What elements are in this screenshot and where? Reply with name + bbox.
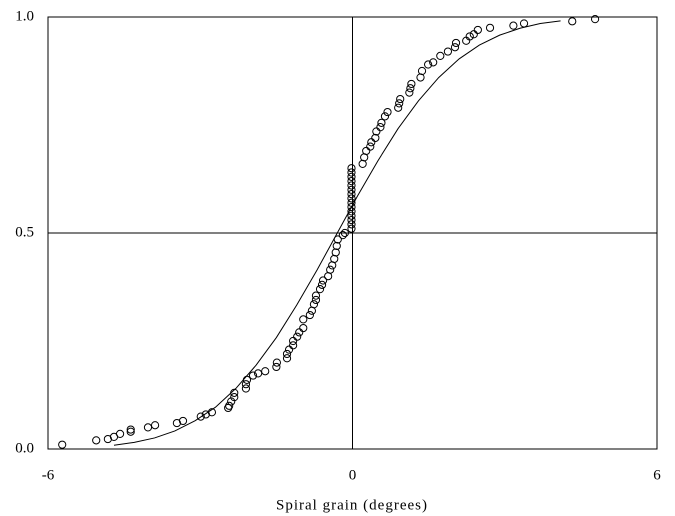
data-point — [282, 354, 292, 363]
data-point — [347, 220, 356, 229]
data-point — [150, 421, 160, 430]
data-point — [293, 332, 302, 341]
data-point — [318, 276, 328, 285]
data-point — [473, 25, 482, 35]
data-point — [394, 103, 403, 112]
data-point — [372, 127, 381, 136]
data-point — [340, 228, 349, 238]
x-tick-label: 0 — [349, 467, 357, 483]
x-tick-label: -6 — [42, 467, 55, 483]
data-point — [347, 181, 356, 190]
data-point — [347, 194, 356, 203]
data-point — [406, 84, 415, 93]
data-point — [347, 185, 356, 194]
data-point — [241, 380, 251, 389]
x-axis-label: Spiral grain (degrees) — [276, 497, 428, 513]
data-point — [299, 323, 308, 333]
data-point — [395, 99, 404, 108]
data-point — [568, 17, 577, 26]
data-point — [485, 23, 495, 32]
data-point — [347, 211, 356, 220]
data-point — [396, 94, 405, 104]
data-point — [317, 280, 327, 289]
data-point — [282, 349, 292, 359]
data-point — [311, 291, 321, 300]
data-point — [424, 60, 433, 69]
data-point — [347, 177, 356, 186]
y-tick-label: 0.0 — [15, 440, 34, 456]
data-point — [451, 38, 461, 48]
data-point — [289, 336, 298, 346]
data-point — [272, 358, 281, 367]
fit-line — [113, 20, 561, 446]
data-point — [519, 19, 529, 28]
data-point — [347, 224, 356, 233]
data-point — [347, 164, 356, 173]
data-point — [347, 190, 356, 199]
data-point — [469, 30, 478, 39]
data-point — [126, 427, 135, 436]
data-point — [405, 88, 414, 97]
data-point — [338, 231, 347, 240]
data-point — [371, 133, 380, 143]
data-point — [178, 416, 188, 426]
data-point — [58, 440, 67, 449]
data-point — [295, 328, 304, 337]
data-point — [347, 168, 356, 177]
data-point — [315, 285, 325, 294]
data-point — [331, 248, 340, 257]
data-point — [299, 315, 308, 324]
data-point — [407, 79, 416, 89]
data-point — [196, 412, 205, 421]
data-point — [417, 66, 427, 76]
data-point — [347, 215, 356, 225]
y-tick-label: 1.0 — [15, 8, 34, 24]
data-point — [367, 138, 376, 147]
data-point — [380, 112, 390, 121]
data-point — [332, 241, 341, 251]
data-point — [248, 371, 258, 380]
data-point — [227, 397, 236, 406]
data-point — [261, 367, 270, 376]
data-point — [509, 21, 518, 30]
data-point — [366, 142, 375, 151]
data-point — [326, 265, 335, 274]
data-point — [436, 51, 445, 60]
data-point — [443, 47, 453, 56]
data-point — [383, 107, 392, 117]
data-point — [272, 362, 281, 372]
data-point — [376, 123, 385, 132]
data-point — [362, 146, 371, 156]
data-point — [284, 345, 294, 354]
data-point — [254, 369, 263, 378]
data-point — [465, 32, 474, 41]
data-point — [115, 429, 125, 438]
data-point — [126, 425, 135, 434]
x-tick-label: 6 — [653, 467, 661, 483]
data-point — [347, 172, 356, 181]
y-tick-label: 0.5 — [15, 224, 34, 240]
data-point — [289, 341, 298, 350]
data-point — [309, 300, 319, 309]
data-point — [225, 401, 234, 410]
data-point — [450, 43, 460, 52]
data-point — [143, 423, 153, 432]
data-point — [311, 295, 321, 305]
data-point — [347, 202, 356, 212]
data-point — [305, 310, 314, 320]
data-point — [377, 118, 386, 127]
data-point — [241, 384, 251, 393]
data-point — [230, 393, 239, 402]
data-point — [92, 436, 101, 445]
data-point — [429, 58, 438, 67]
data-point — [590, 15, 600, 24]
